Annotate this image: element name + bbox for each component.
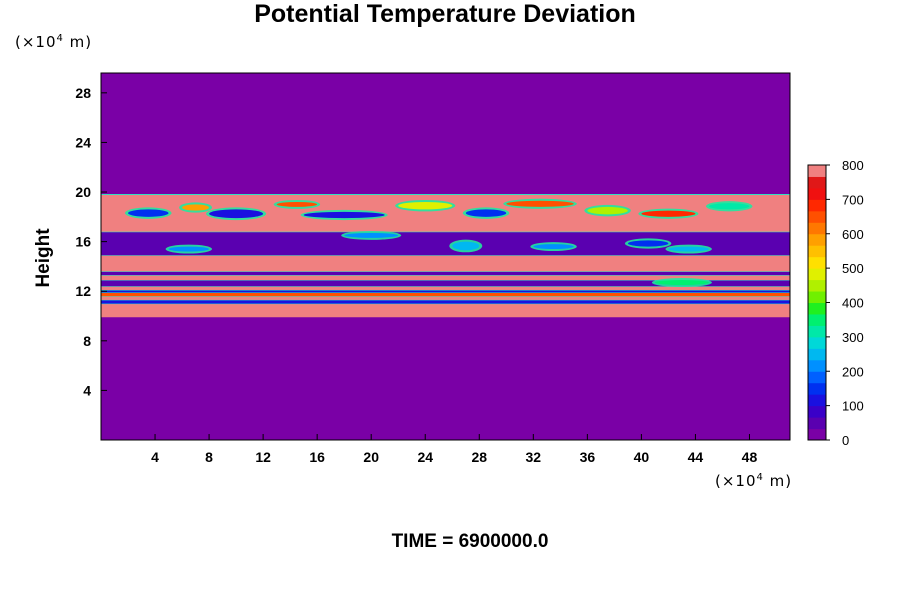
field-patch bbox=[627, 240, 669, 247]
colorbar-segment bbox=[808, 428, 826, 441]
field-patch bbox=[276, 201, 318, 207]
field-patch bbox=[506, 200, 574, 207]
colorbar-segment bbox=[808, 268, 826, 281]
y-axis-unit: (×104 m) bbox=[15, 33, 93, 51]
colorbar-segment bbox=[808, 359, 826, 372]
colorbar-segment bbox=[808, 187, 826, 200]
colorbar-tick-label: 500 bbox=[842, 261, 864, 276]
y-tick-label: 16 bbox=[75, 234, 91, 250]
y-tick-label: 24 bbox=[75, 134, 91, 150]
field-patch bbox=[344, 232, 399, 238]
colorbar-tick-label: 800 bbox=[842, 158, 864, 173]
x-tick-label: 44 bbox=[688, 449, 704, 465]
x-tick-label: 4 bbox=[151, 449, 159, 465]
colorbar-tick-label: 700 bbox=[842, 192, 864, 207]
field-patch bbox=[708, 203, 750, 210]
field-patch bbox=[533, 244, 574, 250]
colorbar-segment bbox=[808, 313, 826, 326]
field-patch bbox=[303, 211, 385, 219]
field-band bbox=[101, 292, 790, 297]
colorbar-segment bbox=[808, 302, 826, 315]
field-patch bbox=[182, 204, 210, 211]
x-tick-label: 12 bbox=[255, 449, 271, 465]
field-patch bbox=[668, 246, 709, 252]
x-tick-label: 48 bbox=[742, 449, 758, 465]
colorbar-segment bbox=[808, 233, 826, 246]
field-band bbox=[101, 286, 790, 290]
x-tick-label: 36 bbox=[580, 449, 596, 465]
field-patch bbox=[128, 209, 169, 217]
field-band bbox=[101, 303, 790, 318]
field-band bbox=[101, 255, 790, 272]
field-band bbox=[101, 296, 790, 300]
colorbar-segment bbox=[808, 176, 826, 189]
colorbar-segment bbox=[808, 417, 826, 430]
colorbar-segment bbox=[808, 405, 826, 418]
x-tick-label: 32 bbox=[526, 449, 542, 465]
y-tick-label: 8 bbox=[83, 333, 91, 349]
field-patch bbox=[587, 206, 628, 215]
colorbar-segment bbox=[808, 371, 826, 384]
x-tick-label: 20 bbox=[363, 449, 379, 465]
field-patch bbox=[209, 209, 264, 219]
field-patch bbox=[452, 241, 480, 251]
field-band bbox=[101, 271, 790, 276]
x-tick-label: 28 bbox=[471, 449, 487, 465]
x-tick-label: 16 bbox=[309, 449, 325, 465]
colorbar-segment bbox=[808, 348, 826, 361]
colorbar-tick-label: 0 bbox=[842, 433, 849, 448]
colorbar-segment bbox=[808, 222, 826, 235]
colorbar-segment bbox=[808, 325, 826, 338]
field-band bbox=[101, 280, 790, 287]
chart-title: Potential Temperature Deviation bbox=[254, 0, 636, 28]
field-band bbox=[101, 275, 790, 281]
colorbar-segment bbox=[808, 245, 826, 258]
colorbar-tick-label: 300 bbox=[842, 330, 864, 345]
field-patch bbox=[641, 210, 696, 217]
x-tick-label: 8 bbox=[205, 449, 213, 465]
colorbar-tick-label: 200 bbox=[842, 364, 864, 379]
colorbar-segment bbox=[808, 394, 826, 407]
y-tick-label: 20 bbox=[75, 184, 91, 200]
colorbar-tick-label: 600 bbox=[842, 227, 864, 242]
colorbar-segment bbox=[808, 210, 826, 223]
y-tick-label: 12 bbox=[75, 283, 91, 299]
field-patch bbox=[654, 280, 709, 286]
y-tick-label: 28 bbox=[75, 85, 91, 101]
colorbar-segment bbox=[808, 199, 826, 212]
field-patch bbox=[168, 246, 210, 252]
colorbar-segment bbox=[808, 279, 826, 292]
colorbar-tick-label: 100 bbox=[842, 399, 864, 414]
plot-frame bbox=[100, 72, 791, 441]
field-band bbox=[101, 289, 790, 293]
field-band bbox=[101, 299, 790, 304]
colorbar-segment bbox=[808, 382, 826, 395]
x-axis-unit: (×104 m) bbox=[715, 472, 793, 490]
field-patch bbox=[465, 209, 507, 217]
colorbar-segment bbox=[808, 165, 826, 177]
colorbar-segment bbox=[808, 336, 826, 349]
field-band bbox=[101, 231, 790, 256]
colorbar-segment bbox=[808, 256, 826, 269]
y-tick-label: 4 bbox=[83, 382, 91, 398]
time-label: TIME = 6900000.0 bbox=[391, 531, 549, 552]
x-tick-label: 40 bbox=[634, 449, 650, 465]
colorbar-tick-label: 400 bbox=[842, 296, 864, 311]
x-tick-label: 24 bbox=[417, 449, 433, 465]
colorbar-segment bbox=[808, 291, 826, 303]
field-patch bbox=[398, 201, 453, 210]
